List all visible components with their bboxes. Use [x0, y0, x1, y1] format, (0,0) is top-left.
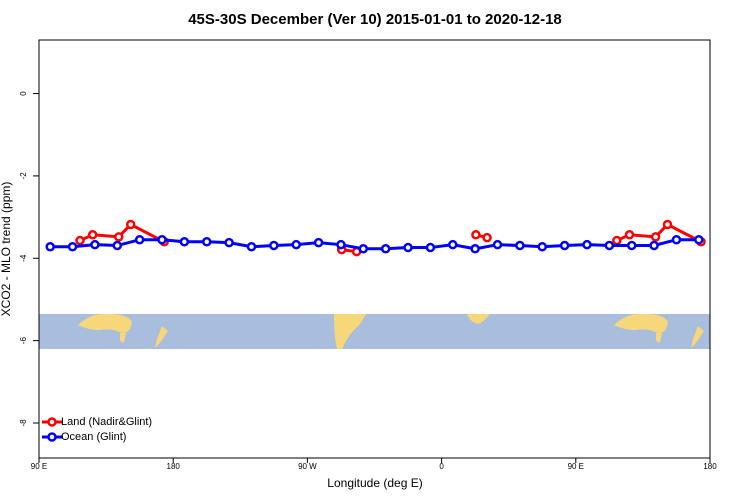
point	[482, 232, 492, 243]
point	[471, 230, 481, 240]
land-shape	[614, 314, 668, 334]
point	[582, 239, 592, 250]
y-tick-label: -2	[19, 172, 28, 180]
point	[604, 240, 615, 251]
point	[537, 241, 547, 252]
x-tick-label: 90 E	[568, 462, 584, 471]
x-tick-label: 180	[703, 462, 717, 471]
point	[448, 239, 458, 250]
point	[125, 219, 136, 230]
land-shape	[467, 314, 490, 324]
y-tick-label: 0	[19, 91, 28, 96]
legend-label: Land (Nadir&Glint)	[61, 416, 152, 428]
series-line	[50, 238, 699, 251]
point	[650, 232, 661, 242]
point	[179, 237, 190, 247]
land-shape	[334, 314, 366, 349]
land-shape	[78, 314, 132, 334]
point	[694, 234, 704, 245]
point	[90, 239, 100, 250]
point	[336, 239, 346, 250]
y-tick-label: -4	[19, 254, 28, 262]
point	[224, 237, 234, 248]
point	[403, 242, 413, 253]
point	[134, 234, 145, 245]
ocean-background	[39, 314, 710, 349]
point	[75, 235, 85, 246]
point	[559, 240, 570, 251]
land-shape	[120, 333, 126, 343]
point	[112, 240, 123, 251]
y-axis-label: XCO2 - MLO trend (ppm)	[0, 182, 13, 317]
point	[157, 234, 167, 245]
x-tick-label: 90 W	[298, 462, 317, 471]
point	[671, 234, 682, 245]
point	[87, 230, 98, 240]
point	[470, 244, 480, 254]
point	[515, 240, 525, 251]
land-shape	[155, 326, 168, 348]
plot-frame	[38, 39, 711, 459]
point	[67, 241, 78, 252]
point	[492, 239, 503, 250]
y-tick-label: -8	[19, 419, 28, 427]
point	[358, 244, 369, 254]
point	[425, 242, 436, 253]
legend-label: Ocean (Glint)	[61, 431, 126, 443]
point	[662, 219, 673, 230]
map-strip	[39, 314, 710, 349]
x-tick-label: 90 E	[31, 462, 47, 471]
point	[380, 244, 391, 254]
point	[624, 230, 635, 240]
land-shape	[691, 326, 704, 348]
y-tick-label: -6	[19, 337, 28, 345]
x-axis-label: Longitude (deg E)	[327, 476, 422, 490]
point	[313, 237, 324, 248]
point	[626, 240, 637, 251]
point	[45, 241, 55, 252]
legend-marker	[47, 432, 57, 442]
x-tick-label: 0	[439, 462, 444, 471]
x-tick-label: 180	[167, 462, 181, 471]
chart-title: 45S-30S December (Ver 10) 2015-01-01 to …	[188, 11, 562, 28]
point	[246, 241, 257, 252]
point	[202, 237, 212, 247]
point	[291, 239, 301, 250]
point	[269, 240, 279, 251]
land-shape	[656, 333, 662, 343]
legend-marker	[47, 417, 57, 427]
point	[612, 235, 622, 246]
point	[649, 240, 659, 251]
point	[114, 232, 124, 242]
